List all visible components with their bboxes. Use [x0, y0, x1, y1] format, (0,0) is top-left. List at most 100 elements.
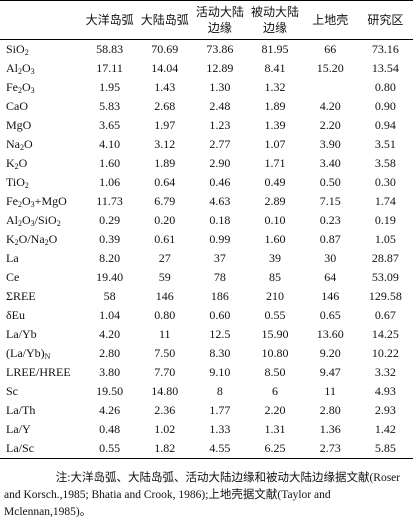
cell: 2.20	[319, 118, 341, 132]
cell: 19.50	[96, 384, 124, 398]
label-part: Fe	[6, 80, 18, 94]
row-label: ΣREE	[0, 287, 82, 306]
cell: 0.50	[319, 175, 341, 189]
table-row: La/Th 4.26 2.36 1.77 2.20 2.80 2.93	[0, 401, 413, 420]
cell: 129.58	[368, 289, 402, 303]
cell: 0.39	[99, 232, 121, 246]
cell: 1.43	[154, 80, 176, 94]
cell: 186	[210, 289, 229, 303]
label-part: La	[6, 251, 19, 265]
cell: 11	[158, 327, 171, 341]
cell: 70.69	[151, 42, 179, 56]
table-row: K2O/Na2O 0.39 0.61 0.99 1.60 0.87 1.05	[0, 230, 413, 249]
cell: 3.90	[319, 137, 341, 151]
cell: 0.30	[374, 175, 396, 189]
cell: 1.36	[319, 422, 341, 436]
cell: 64	[324, 270, 337, 284]
cell: 1.89	[264, 99, 286, 113]
column-header: 被动大陆边缘	[247, 0, 303, 40]
data-table: 大洋岛弧 大陆岛弧 活动大陆边缘 被动大陆边缘 上地壳 研究区 SiO2 58.83 70.6…	[0, 0, 413, 459]
label-part: Al	[6, 61, 18, 75]
cell: 13.60	[316, 327, 344, 341]
label-part: δEu	[6, 308, 25, 322]
row-label: Ce	[0, 268, 82, 287]
cell: 28.87	[371, 251, 399, 265]
cell: 66	[324, 42, 337, 56]
cell: 27	[158, 251, 171, 265]
table-row: δEu 1.04 0.80 0.60 0.55 0.65 0.67	[0, 306, 413, 325]
label-subscript: 2	[20, 143, 24, 152]
cell: 3.65	[99, 118, 121, 132]
cell: 4.93	[374, 384, 396, 398]
cell: 2.89	[264, 194, 286, 208]
label-part: O	[18, 156, 28, 170]
cell: 5.83	[99, 99, 121, 113]
row-label: MgO	[0, 116, 82, 135]
cell: 0.65	[319, 308, 341, 322]
cell: 4.20	[319, 99, 341, 113]
cell: 14.04	[151, 61, 179, 75]
cell: 7.15	[319, 194, 341, 208]
cell: 3.32	[374, 365, 396, 379]
cell: 0.87	[319, 232, 341, 246]
table-row: Fe2O3 1.95 1.43 1.30 1.32 0.80	[0, 78, 413, 97]
label-part: Fe	[6, 194, 18, 208]
row-label: SiO2	[0, 40, 82, 60]
label-part: SiO	[6, 42, 25, 56]
cell: 0.18	[209, 213, 231, 227]
cell: 1.02	[154, 422, 176, 436]
cell: 0.94	[374, 118, 396, 132]
row-label: Al2O3	[0, 59, 82, 78]
cell: 53.09	[371, 270, 399, 284]
cell: 1.05	[374, 232, 396, 246]
cell: 19.40	[96, 270, 124, 284]
cell: 2.20	[264, 403, 286, 417]
label-part: +MgO	[34, 194, 67, 208]
cell: 0.19	[374, 213, 396, 227]
cell: 6	[272, 384, 279, 398]
cell: 2.68	[154, 99, 176, 113]
cell: 1.77	[209, 403, 231, 417]
cell: 17.11	[96, 61, 123, 75]
row-label: K2O	[0, 154, 82, 173]
row-label: K2O/Na2O	[0, 230, 82, 249]
cell: 1.33	[209, 422, 231, 436]
cell: 1.06	[99, 175, 121, 189]
cell: 146	[155, 289, 174, 303]
label-subscript: 2	[18, 200, 22, 209]
cell: 1.07	[264, 137, 286, 151]
cell: 2.80	[319, 403, 341, 417]
cell: 1.89	[154, 156, 176, 170]
cell: 13.54	[371, 61, 399, 75]
cell: 0.60	[209, 308, 231, 322]
cell: 0.49	[264, 175, 286, 189]
cell: 1.97	[154, 118, 176, 132]
label-subscript: 2	[24, 181, 29, 190]
cell: 4.26	[99, 403, 121, 417]
label-subscript: 3	[30, 219, 35, 228]
table-row: SiO2 58.83 70.69 73.86 81.95 66 73.16	[0, 40, 413, 60]
label-part: O	[22, 194, 31, 208]
table-row: Ce 19.40 59 78 85 64 53.09	[0, 268, 413, 287]
cell: 0.99	[209, 232, 231, 246]
label-part: Al	[6, 213, 18, 227]
cell: 1.95	[99, 80, 121, 94]
cell: 2.73	[302, 439, 358, 459]
cell: 1.23	[209, 118, 231, 132]
cell: 3.51	[374, 137, 396, 151]
cell: 2.80	[99, 346, 121, 360]
cell: 8.20	[99, 251, 121, 265]
table-row: La 8.20 27 37 39 30 28.87	[0, 249, 413, 268]
row-label: TiO2	[0, 173, 82, 192]
cell: 9.20	[319, 346, 341, 360]
cell: 8	[216, 384, 223, 398]
cell: 10.22	[371, 346, 399, 360]
cell: 6.25	[247, 439, 303, 459]
row-label: CaO	[0, 97, 82, 116]
row-label: δEu	[0, 306, 82, 325]
cell: 7.70	[154, 365, 176, 379]
label-part: O	[22, 61, 31, 75]
header-row: 大洋岛弧 大陆岛弧 活动大陆边缘 被动大陆边缘 上地壳 研究区	[0, 0, 413, 40]
cell: 14.25	[371, 327, 399, 341]
cell: 58	[103, 289, 116, 303]
